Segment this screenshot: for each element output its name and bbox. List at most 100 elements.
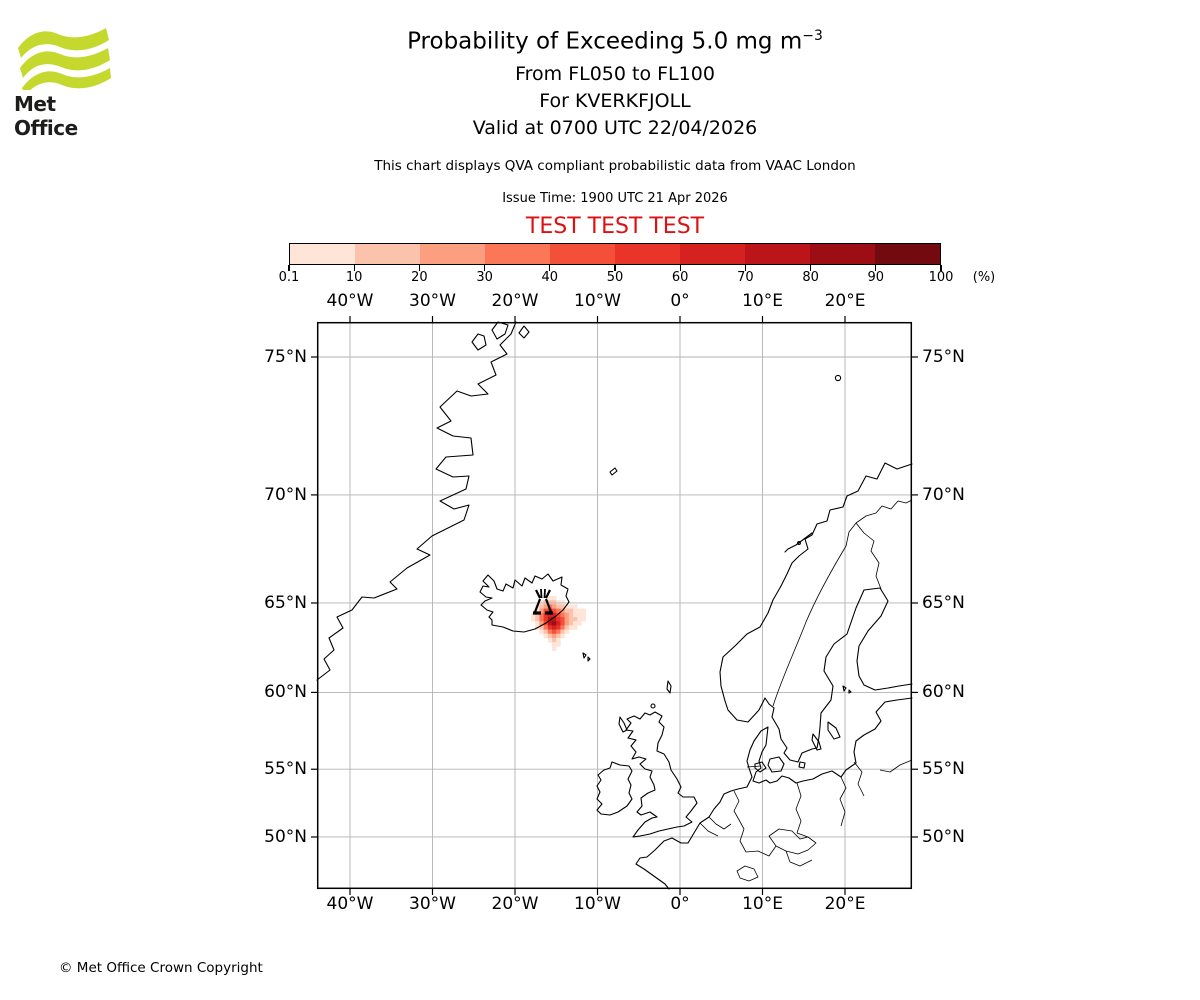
ash-cell <box>556 621 561 626</box>
lon-label-bottom: 10°W <box>574 894 621 914</box>
ash-cell <box>552 617 557 622</box>
ash-cell <box>568 625 574 630</box>
colorbar-segment <box>745 244 810 264</box>
coast-greenland <box>316 321 517 681</box>
lon-label-top: 0° <box>670 291 690 311</box>
border-denmark-germany <box>746 765 762 768</box>
coast-scandinavia <box>719 462 913 763</box>
volcano-icon <box>533 588 553 615</box>
ash-cell <box>539 621 544 626</box>
ash-cell <box>543 600 549 605</box>
lat-label-left: 75°N <box>264 347 307 367</box>
lon-label-bottom: 10°E <box>742 894 783 914</box>
lat-label-right: 55°N <box>922 759 965 780</box>
lat-label-right: 65°N <box>922 592 965 613</box>
ash-cell <box>577 617 582 622</box>
ash-cell <box>543 604 549 609</box>
ash-cell <box>568 621 574 626</box>
coast-lofoten <box>784 532 813 553</box>
coast-jan-mayen <box>609 467 618 476</box>
colorbar-tick-label: 60 <box>671 270 689 285</box>
border-sweden-finland <box>855 522 882 590</box>
ash-cell <box>556 604 561 609</box>
border-netherlands-germany <box>733 790 740 819</box>
probability-colorbar <box>289 243 941 265</box>
map-border <box>316 321 913 890</box>
border-norway-sweden <box>772 522 857 707</box>
border-switzerland <box>736 865 759 882</box>
ash-cell <box>564 604 570 609</box>
subtitle-valid-time: Valid at 0700 UTC 22/04/2026 <box>472 117 758 139</box>
coast-zealand <box>767 756 785 773</box>
ash-cell <box>552 629 557 635</box>
lon-label-top: 10°W <box>574 291 621 311</box>
ash-cell <box>573 608 578 614</box>
colorbar-segment <box>875 244 940 264</box>
ash-cell <box>573 621 578 626</box>
border-belgium <box>699 816 732 837</box>
ash-cell <box>556 612 561 618</box>
ash-cell <box>573 604 578 609</box>
colorbar-tick-label: 50 <box>606 270 624 285</box>
border-france-germany <box>737 817 747 853</box>
colorbar-tick-label: 30 <box>476 270 493 285</box>
colorbar-tick <box>744 265 746 271</box>
ash-cell <box>581 608 586 614</box>
ash-cell <box>564 608 570 614</box>
ash-cell <box>552 608 557 614</box>
ash-cell <box>543 633 549 639</box>
met-office-logo-text: Met Office <box>14 92 78 140</box>
colorbar-tick <box>940 265 942 271</box>
ash-cell <box>556 617 561 622</box>
title-exponent: −3 <box>802 28 823 44</box>
ash-cell <box>552 621 557 626</box>
lat-label-left: 65°N <box>264 592 307 613</box>
lat-label-right: 50°N <box>922 826 965 847</box>
ash-cell <box>556 633 561 639</box>
coast-faroes <box>582 652 591 662</box>
subtitle-volcano: For KVERKFJOLL <box>539 90 691 112</box>
ash-cell <box>539 612 544 618</box>
lon-label-bottom: 30°W <box>409 894 456 914</box>
map-svg <box>311 316 918 895</box>
ash-cell <box>547 629 553 635</box>
coast-southern-baltic <box>635 697 913 890</box>
ash-cell <box>564 617 570 622</box>
ash-cell <box>573 612 578 618</box>
colorbar-tick <box>875 265 877 271</box>
lon-label-bottom: 20°W <box>491 894 539 914</box>
map-panel <box>311 316 918 895</box>
colorbar-segment <box>485 244 550 264</box>
lon-label-bottom: 20°E <box>824 894 866 914</box>
coast-iceland <box>479 573 570 633</box>
lon-label-top: 30°W <box>409 291 456 311</box>
border-finland-norway-russia <box>855 499 913 524</box>
ash-cell <box>543 629 549 635</box>
colorbar-tick-label: 100 <box>928 270 954 285</box>
colorbar-segment <box>680 244 745 264</box>
colorbar-tick <box>353 265 355 271</box>
ash-cell <box>539 629 544 635</box>
colorbar-tick-label: 80 <box>802 270 819 285</box>
ash-cell <box>568 612 574 618</box>
ash-cell <box>543 617 549 622</box>
ash-cell <box>556 608 561 614</box>
ash-cell <box>552 642 557 647</box>
colorbar-tick-label: 0.1 <box>278 270 300 285</box>
colorbar-tick-label: 70 <box>737 270 754 285</box>
coast-hebrides <box>618 716 628 733</box>
ash-cell <box>568 617 574 622</box>
lat-label-left: 60°N <box>264 682 307 703</box>
coast-shetland <box>666 680 672 694</box>
ash-cell <box>581 617 586 622</box>
ash-cell <box>535 608 540 614</box>
ash-cell <box>560 633 565 639</box>
ash-cell <box>543 608 549 614</box>
ash-cell <box>552 638 557 643</box>
copyright-notice: © Met Office Crown Copyright <box>59 960 263 976</box>
ash-cell <box>547 600 553 605</box>
lon-label-bottom: 0° <box>670 894 690 914</box>
ash-cell <box>543 612 549 618</box>
colorbar-unit-label: (%) <box>972 270 996 285</box>
ash-cell <box>543 625 549 630</box>
